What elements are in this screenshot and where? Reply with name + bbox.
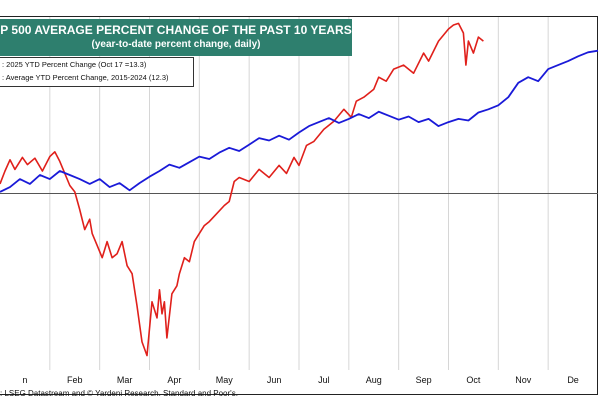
- chart-legend: : 2025 YTD Percent Change (Oct 17 =13.3)…: [0, 57, 194, 87]
- x-tick-label: Jun: [267, 375, 282, 385]
- series-line-10yr-average: [0, 49, 599, 193]
- x-tick-label: Mar: [117, 375, 133, 385]
- legend-label: : Average YTD Percent Change, 2015-2024 …: [2, 73, 169, 82]
- x-tick-label: May: [216, 375, 234, 385]
- chart-title: P 500 AVERAGE PERCENT CHANGE OF THE PAST…: [0, 23, 352, 37]
- chart-subtitle: (year-to-date percent change, daily): [91, 39, 261, 50]
- x-axis-ticks: n Feb Mar Apr May Jun Jul Aug Sep Oct Nov De: [22, 375, 578, 385]
- x-tick-label: Feb: [67, 375, 83, 385]
- chart-title-box: P 500 AVERAGE PERCENT CHANGE OF THE PAST…: [0, 19, 352, 56]
- legend-label: : 2025 YTD Percent Change (Oct 17 =13.3): [2, 60, 147, 69]
- x-tick-label: Apr: [167, 375, 181, 385]
- series-line-2025-ytd: [0, 22, 484, 357]
- x-tick-label: Oct: [466, 375, 481, 385]
- x-tick-label: De: [567, 375, 579, 385]
- legend-item-average: : Average YTD Percent Change, 2015-2024 …: [0, 71, 193, 84]
- chart-frame: [0, 16, 598, 395]
- x-tick-label: Jul: [318, 375, 330, 385]
- source-note: : LSEG Datastream and © Yardeni Research…: [0, 389, 238, 398]
- x-tick-label: Sep: [416, 375, 432, 385]
- legend-item-2025: : 2025 YTD Percent Change (Oct 17 =13.3): [0, 58, 193, 71]
- x-tick-label: n: [22, 375, 27, 385]
- x-tick-label: Nov: [515, 375, 532, 385]
- x-tick-label: Aug: [366, 375, 382, 385]
